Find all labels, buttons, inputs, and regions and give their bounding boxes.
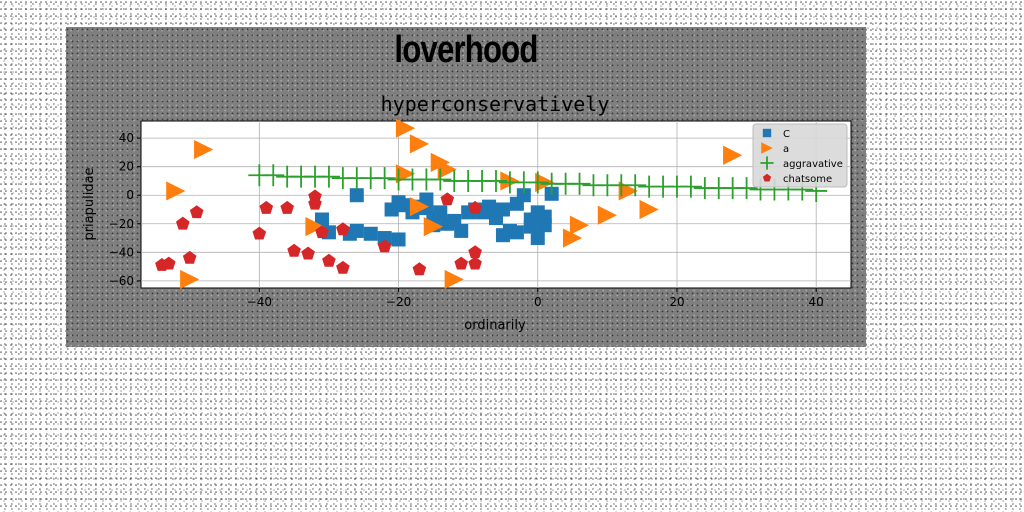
legend-marker-chatsome <box>762 173 772 182</box>
data-point-c <box>530 231 545 246</box>
legend-entry-aggravative: aggravative <box>760 156 843 170</box>
data-point-aggravative <box>624 174 647 197</box>
data-point-a <box>569 215 590 235</box>
data-point-chatsome <box>280 200 294 214</box>
data-point-chatsome <box>176 216 190 230</box>
data-point-aggravative <box>429 168 452 191</box>
legend-marker-a <box>761 142 773 154</box>
data-point-chatsome <box>287 243 301 257</box>
data-point-a <box>639 199 659 220</box>
legend-entry-a: a <box>761 142 789 155</box>
data-point-aggravative <box>262 164 285 187</box>
data-point-c <box>433 205 448 220</box>
data-point-a <box>166 181 186 201</box>
data-point-a <box>437 159 457 180</box>
data-point-c <box>391 232 406 247</box>
data-point-chatsome <box>252 226 267 240</box>
y-tick-label: −60 <box>109 274 134 288</box>
data-point-chatsome <box>259 200 274 214</box>
data-point-chatsome <box>336 222 350 236</box>
data-point-a <box>409 197 430 217</box>
data-point-chatsome <box>468 200 482 214</box>
y-tick-label: 0 <box>126 188 134 202</box>
legend-marker-c <box>762 128 772 138</box>
y-tick-label: −40 <box>109 245 134 259</box>
data-point-a <box>618 181 638 201</box>
data-point-aggravative <box>485 169 507 192</box>
x-tick-label: −40 <box>247 295 272 309</box>
legend-label: aggravative <box>783 159 843 170</box>
data-point-c <box>363 226 378 241</box>
data-point-a <box>444 269 464 290</box>
series-chatsome-markers <box>155 189 482 276</box>
legend-label: C <box>783 129 790 140</box>
data-point-c <box>495 202 510 217</box>
x-tick-label: −20 <box>386 295 411 309</box>
y-tick-label: −20 <box>109 217 134 231</box>
data-point-chatsome <box>301 246 315 260</box>
legend-box <box>752 123 848 188</box>
data-point-c <box>349 223 364 238</box>
data-point-chatsome <box>412 262 427 276</box>
data-point-a <box>395 118 416 138</box>
legend-entry-chatsome: chatsome <box>762 173 832 185</box>
data-point-chatsome <box>468 245 482 259</box>
data-point-a <box>423 217 443 237</box>
series-aggravative-markers <box>248 164 828 202</box>
data-point-c <box>454 223 469 238</box>
x-tick-label: 0 <box>534 295 542 309</box>
data-point-chatsome <box>162 256 176 270</box>
data-point-aggravative <box>373 167 396 190</box>
data-point-aggravative <box>679 175 702 198</box>
data-point-a <box>194 139 214 160</box>
data-point-a <box>409 134 430 154</box>
x-tick-label: 40 <box>809 295 824 309</box>
legend-label: a <box>783 144 789 155</box>
data-point-a <box>597 205 617 225</box>
y-axis-label: priapulidae <box>82 167 97 240</box>
legend-label: chatsome <box>783 174 832 185</box>
chart-legend: Ca aggravative chatsome <box>752 123 848 188</box>
x-axis-label: ordinarily <box>464 318 526 333</box>
data-point-c <box>516 188 531 203</box>
chart-title: hyperconservatively <box>381 92 610 116</box>
figure-canvas: loverhood hyperconservatively −40 −20 0 20 4… <box>66 27 866 347</box>
data-point-a <box>180 269 200 290</box>
legend-entry-c: C <box>762 128 790 140</box>
data-markers <box>155 118 828 290</box>
data-point-chatsome <box>454 256 468 270</box>
data-point-a <box>562 228 583 248</box>
data-point-c <box>349 188 364 203</box>
data-point-chatsome <box>322 253 336 267</box>
data-point-chatsome <box>468 256 482 270</box>
data-point-chatsome <box>308 196 322 210</box>
data-point-c <box>537 218 552 233</box>
data-point-aggravative <box>317 165 340 188</box>
y-tick-label: 20 <box>119 160 134 174</box>
data-point-a <box>305 217 325 237</box>
data-point-chatsome <box>377 239 392 253</box>
y-tick-label: 40 <box>119 131 134 145</box>
x-tick-label: 20 <box>669 295 684 309</box>
data-point-chatsome <box>315 225 329 239</box>
data-point-chatsome <box>182 250 197 264</box>
data-point-c <box>482 199 497 214</box>
data-point-c <box>314 212 329 227</box>
data-point-chatsome <box>440 192 455 206</box>
scatter-chart: hyperconservatively −40 −20 0 20 40 −60 −40 −20… <box>82 92 852 333</box>
legend-marker-aggravative <box>760 156 774 170</box>
data-point-aggravative <box>735 177 758 200</box>
data-point-c <box>509 225 524 240</box>
axis-ticks: −40 −20 0 20 40 −60 −40 −20 0 20 40 <box>109 131 824 309</box>
data-point-chatsome <box>189 205 204 219</box>
figure-suptitle: loverhood <box>394 29 538 71</box>
data-point-chatsome <box>336 260 350 274</box>
data-point-c <box>377 231 392 246</box>
data-point-aggravative <box>568 172 591 195</box>
data-point-aggravative <box>526 171 549 194</box>
data-point-a <box>723 145 743 165</box>
data-point-a <box>395 164 416 184</box>
